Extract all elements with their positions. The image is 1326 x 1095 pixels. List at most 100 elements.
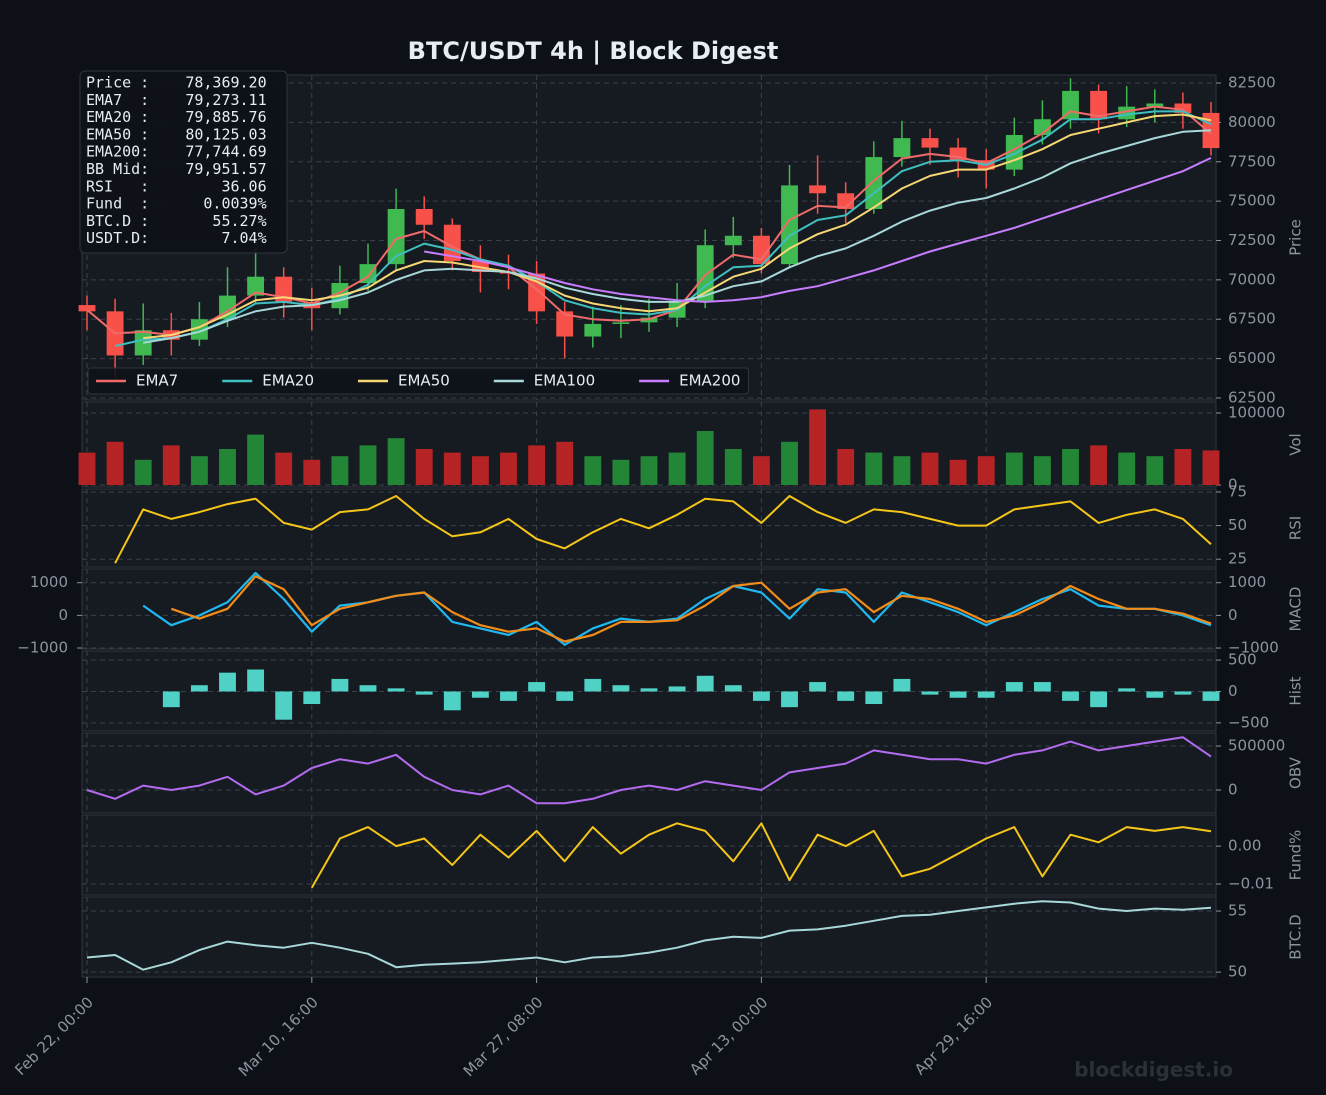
- line: [143, 113, 1212, 340]
- line: [86, 900, 1212, 971]
- bar: [977, 691, 995, 698]
- bar: [865, 691, 883, 705]
- bar: [471, 691, 489, 698]
- y-tick-label: 67500: [1228, 310, 1276, 328]
- bar: [809, 682, 827, 692]
- bar: [190, 456, 208, 485]
- line: [86, 736, 1212, 805]
- bar: [921, 691, 939, 695]
- bar: [949, 691, 967, 698]
- info-line: Price : 78,369.20: [86, 74, 267, 92]
- y-tick-label: 77500: [1228, 152, 1276, 170]
- bar: [668, 686, 686, 692]
- bar: [247, 669, 265, 692]
- bar: [219, 672, 236, 692]
- panel: [81, 732, 1217, 814]
- candle-body: [556, 311, 574, 337]
- y-tick-label: 0: [1228, 606, 1238, 624]
- candle-body: [752, 235, 770, 265]
- candle-body: [837, 193, 855, 209]
- y-tick-label: 1000: [30, 573, 68, 591]
- legend-label: EMA50: [398, 372, 450, 390]
- bar: [781, 691, 798, 708]
- bar: [584, 456, 602, 485]
- bar: [1062, 691, 1079, 701]
- y-tick-label: 0: [1228, 781, 1238, 799]
- legend-label: EMA100: [534, 372, 595, 390]
- info-line: RSI : 36.06: [86, 177, 267, 195]
- panel: [81, 814, 1217, 896]
- bar: [865, 452, 883, 485]
- bar: [387, 438, 405, 485]
- y-axis-label: BTC.D: [1287, 914, 1305, 959]
- bar: [275, 691, 293, 720]
- y-tick-label: 0: [1228, 682, 1238, 700]
- y-tick-label: 70000: [1228, 270, 1276, 288]
- bar: [303, 691, 321, 705]
- y-tick-label: 65000: [1228, 349, 1276, 367]
- bar: [1090, 445, 1108, 485]
- bar: [696, 675, 714, 692]
- line: [114, 495, 1212, 564]
- candle-body: [724, 235, 742, 246]
- info-line: USDT.D: 7.04%: [86, 229, 267, 247]
- bar: [1202, 450, 1220, 485]
- bar: [752, 456, 770, 485]
- line: [142, 571, 1212, 646]
- y-axis-label: Price: [1287, 219, 1305, 256]
- bar: [556, 691, 574, 701]
- bar: [837, 448, 855, 485]
- bar: [500, 452, 517, 485]
- candle-body: [696, 245, 714, 302]
- y-tick-label: 500: [1228, 651, 1257, 669]
- candle-body: [1174, 103, 1192, 113]
- bar: [837, 691, 855, 701]
- y-tick-label: −500: [1228, 713, 1269, 731]
- y-tick-label: 1000: [1228, 573, 1266, 591]
- info-line: Fund : 0.0039%: [86, 195, 267, 213]
- bar: [359, 445, 377, 485]
- y-tick-label: 0: [58, 606, 68, 624]
- y-tick-label: 500000: [1228, 737, 1285, 755]
- info-line: EMA50 : 80,125.03: [86, 125, 267, 143]
- bar: [443, 691, 461, 711]
- y-axis-label: RSI: [1287, 516, 1305, 540]
- y-tick-label: 75: [1228, 482, 1247, 500]
- info-line: EMA7 : 79,273.11: [86, 91, 267, 109]
- info-line: EMA20 : 79,885.76: [86, 108, 267, 126]
- candle-body: [387, 208, 405, 265]
- candle-body: [781, 185, 798, 265]
- y-tick-label: 25: [1228, 550, 1247, 568]
- watermark: blockdigest.io: [1074, 1058, 1233, 1082]
- line: [114, 110, 1212, 347]
- line: [424, 156, 1212, 303]
- y-tick-label: 80000: [1228, 113, 1276, 131]
- y-axis-label: Vol: [1287, 433, 1305, 455]
- bar: [190, 685, 208, 692]
- line: [143, 129, 1212, 344]
- bar: [893, 678, 911, 692]
- y-axis-label: OBV: [1287, 756, 1305, 789]
- y-tick-label: 72500: [1228, 231, 1276, 249]
- bar: [471, 456, 489, 485]
- candle-body: [809, 185, 827, 194]
- bar: [781, 441, 798, 485]
- bar: [1033, 456, 1051, 485]
- y-tick-label: 62500: [1228, 388, 1276, 406]
- bar: [1118, 688, 1136, 692]
- bar: [556, 441, 574, 485]
- bar: [162, 445, 180, 485]
- bar: [247, 434, 265, 485]
- candle-body: [134, 330, 152, 356]
- bar: [1118, 452, 1136, 485]
- y-tick-label: 55: [1228, 902, 1247, 920]
- candle-body: [415, 208, 433, 225]
- bar: [1174, 691, 1192, 695]
- bar: [809, 409, 827, 485]
- bar: [977, 456, 995, 485]
- legend-label: EMA200: [679, 372, 740, 390]
- y-axis-label: MACD: [1287, 587, 1305, 632]
- bar: [219, 448, 236, 485]
